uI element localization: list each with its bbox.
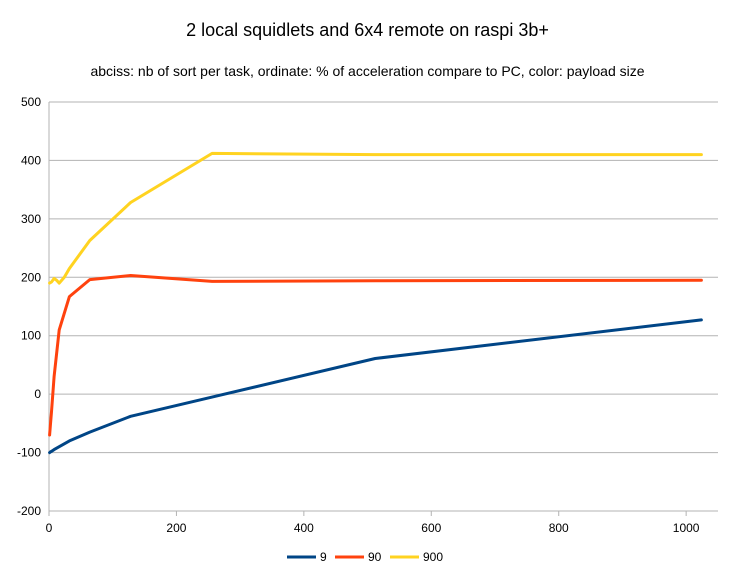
series-line-9 [48,318,703,455]
y-tick-label: 100 [21,329,41,343]
y-tick-label: 300 [21,212,41,226]
y-tick-label: 200 [21,270,41,284]
y-tick-label: 400 [21,153,41,167]
legend-label-90: 90 [368,550,382,564]
legend-label-900: 900 [423,550,443,564]
series-line-90 [48,274,703,437]
x-tick-label: 800 [549,521,569,535]
chart-subtitle: abciss: nb of sort per task, ordinate: %… [90,63,645,79]
series-line-900 [48,151,703,285]
x-tick-label: 400 [294,521,314,535]
x-tick-label: 200 [166,521,186,535]
x-tick-label: 600 [421,521,441,535]
x-tick-label: 1000 [673,521,700,535]
y-tick-label: -100 [17,446,41,460]
chart-title: 2 local squidlets and 6x4 remote on rasp… [186,20,549,40]
y-tick-label: 500 [21,95,41,109]
legend-label-9: 9 [320,550,327,564]
y-tick-label: 0 [34,387,41,401]
x-tick-label: 0 [46,521,53,535]
y-tick-label: -200 [17,504,41,518]
